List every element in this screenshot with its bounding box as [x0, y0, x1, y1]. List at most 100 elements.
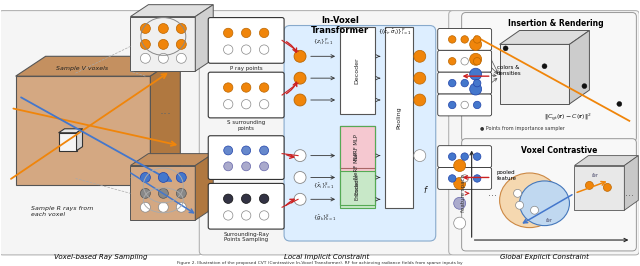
Text: Voxel Contrastive: Voxel Contrastive	[522, 146, 598, 155]
Circle shape	[241, 194, 251, 203]
FancyBboxPatch shape	[438, 28, 492, 50]
Text: Voxel-based Ray Sampling: Voxel-based Ray Sampling	[54, 254, 147, 260]
Circle shape	[140, 188, 150, 198]
Circle shape	[176, 23, 186, 34]
Bar	[340, 126, 375, 168]
Circle shape	[474, 153, 481, 160]
Circle shape	[158, 39, 168, 49]
Circle shape	[294, 172, 306, 184]
Polygon shape	[625, 156, 638, 210]
Circle shape	[461, 101, 468, 109]
FancyBboxPatch shape	[461, 13, 636, 142]
Circle shape	[414, 94, 426, 106]
Circle shape	[461, 36, 468, 43]
Text: Local Implicit Constraint: Local Implicit Constraint	[284, 254, 370, 260]
Circle shape	[294, 50, 306, 62]
Circle shape	[158, 172, 168, 182]
Text: Insertion & Rendering: Insertion & Rendering	[508, 19, 604, 28]
Circle shape	[474, 36, 481, 43]
Circle shape	[617, 102, 622, 106]
Polygon shape	[575, 165, 625, 210]
Text: $\{\hat{x}_i\}_{i=1}^S$: $\{\hat{x}_i\}_{i=1}^S$	[313, 180, 335, 191]
Text: P ray points: P ray points	[230, 66, 262, 71]
Polygon shape	[195, 5, 213, 71]
Circle shape	[259, 211, 269, 220]
Text: f: f	[423, 186, 426, 195]
Circle shape	[140, 23, 150, 34]
Circle shape	[531, 206, 538, 214]
Circle shape	[604, 184, 611, 191]
Text: pooled
feature: pooled feature	[497, 170, 516, 181]
Text: $\{z_i\}_{i=1}^P$: $\{z_i\}_{i=1}^P$	[313, 36, 334, 47]
Polygon shape	[131, 165, 195, 220]
Circle shape	[449, 101, 456, 109]
FancyBboxPatch shape	[208, 72, 284, 118]
Circle shape	[470, 83, 482, 95]
Circle shape	[461, 175, 468, 182]
Circle shape	[513, 189, 522, 197]
Bar	[340, 126, 375, 205]
Text: Figure 2. Illustration of the proposed CVT (Contrastive In-Voxel Transformer). R: Figure 2. Illustration of the proposed C…	[177, 261, 463, 265]
Circle shape	[470, 53, 482, 65]
FancyBboxPatch shape	[438, 94, 492, 116]
Text: Surrounding-Ray
Points Sampling: Surrounding-Ray Points Sampling	[223, 232, 269, 242]
Circle shape	[414, 72, 426, 84]
FancyBboxPatch shape	[438, 72, 492, 94]
Polygon shape	[500, 44, 570, 104]
Circle shape	[259, 194, 269, 203]
Circle shape	[223, 83, 233, 92]
Polygon shape	[15, 56, 180, 76]
Circle shape	[461, 153, 468, 160]
Text: $\|C_{\rm gt}(\mathbf{r})-C(\mathbf{r})\|^2$: $\|C_{\rm gt}(\mathbf{r})-C(\mathbf{r})\…	[543, 112, 591, 123]
Text: Pooling: Pooling	[396, 107, 401, 129]
Circle shape	[241, 83, 251, 92]
Text: Sample V voxels: Sample V voxels	[56, 66, 108, 71]
Circle shape	[449, 57, 456, 65]
Circle shape	[140, 202, 150, 212]
Circle shape	[176, 202, 186, 212]
FancyBboxPatch shape	[438, 168, 492, 189]
Circle shape	[449, 153, 456, 160]
Circle shape	[470, 38, 482, 50]
Polygon shape	[150, 56, 180, 185]
Text: NeRF MLP: NeRF MLP	[355, 152, 360, 179]
Text: colors &
densities: colors & densities	[497, 65, 521, 76]
Text: Encoder: Encoder	[355, 179, 360, 200]
FancyBboxPatch shape	[438, 50, 492, 72]
Circle shape	[224, 162, 233, 171]
Text: Encoder: Encoder	[355, 172, 360, 195]
Text: far: far	[546, 218, 553, 223]
Polygon shape	[131, 16, 195, 71]
Circle shape	[470, 68, 482, 80]
Circle shape	[503, 46, 508, 51]
Text: $\{\hat{g}_k\}_{k=1}^S$: $\{\hat{g}_k\}_{k=1}^S$	[313, 212, 337, 223]
Polygon shape	[131, 5, 213, 16]
Circle shape	[241, 211, 251, 220]
Polygon shape	[59, 133, 77, 151]
Circle shape	[474, 101, 481, 109]
Text: ● Points from importance sampler: ● Points from importance sampler	[479, 126, 564, 131]
Circle shape	[461, 57, 468, 65]
Circle shape	[259, 28, 269, 38]
Bar	[340, 27, 375, 114]
Circle shape	[223, 99, 233, 109]
Text: feature space: feature space	[461, 174, 466, 212]
Circle shape	[140, 53, 150, 63]
Circle shape	[259, 99, 269, 109]
Circle shape	[516, 201, 524, 209]
Text: ...: ...	[625, 188, 634, 198]
Circle shape	[294, 150, 306, 161]
Circle shape	[454, 160, 466, 172]
Circle shape	[158, 202, 168, 212]
Circle shape	[294, 193, 306, 205]
Circle shape	[224, 146, 233, 155]
Circle shape	[294, 72, 306, 84]
Circle shape	[241, 99, 251, 109]
Polygon shape	[500, 31, 589, 44]
Bar	[340, 126, 375, 205]
Polygon shape	[59, 129, 83, 133]
Circle shape	[223, 211, 233, 220]
FancyBboxPatch shape	[284, 26, 436, 241]
Text: In-Voxel
Transformer: In-Voxel Transformer	[311, 16, 369, 35]
Circle shape	[176, 172, 186, 182]
